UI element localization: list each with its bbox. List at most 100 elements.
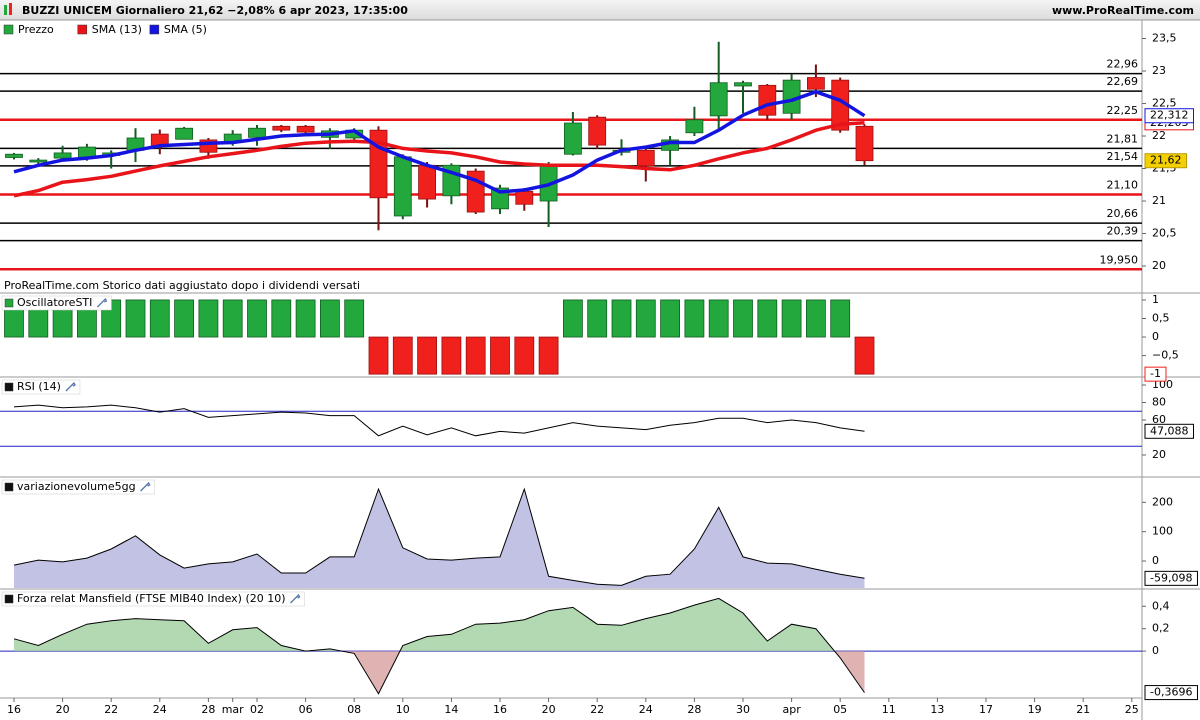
last-value-box <box>1144 423 1194 439</box>
x-tick-label: 21 <box>1076 703 1090 716</box>
bar <box>635 299 656 338</box>
sma-line <box>13 90 866 194</box>
area-fill <box>14 598 835 652</box>
y-tick-label: 200 <box>1152 495 1173 508</box>
panel-title: RSI (14) <box>17 380 61 393</box>
y-tick-label: 0 <box>1152 554 1159 567</box>
bar <box>757 299 778 338</box>
x-tick-label: 13 <box>930 703 944 716</box>
level-label: 21,81 <box>1107 132 1139 145</box>
bar <box>684 299 705 338</box>
last-value-box <box>1144 366 1167 382</box>
y-tick-label: 0,4 <box>1152 599 1170 612</box>
x-tick-label: 20 <box>542 703 556 716</box>
candle-body <box>393 156 412 217</box>
x-tick-label: 11 <box>882 703 896 716</box>
y-tick-label: 0 <box>1152 644 1159 657</box>
bar <box>295 299 316 338</box>
bar <box>392 336 413 375</box>
bar <box>563 299 583 338</box>
x-tick-label: 22 <box>104 703 118 716</box>
panel-title-bg <box>1 591 305 607</box>
bar <box>125 299 146 338</box>
bar <box>733 299 753 338</box>
panel-icon <box>4 482 14 492</box>
last-value-label: 47,088 <box>1150 424 1189 437</box>
last-value-label: -1 <box>1150 367 1161 380</box>
level-label: 21,10 <box>1107 179 1139 192</box>
candle-body <box>53 152 72 159</box>
note: ProRealTime.com Storico dati aggiustato … <box>4 279 360 292</box>
panel-title-bg <box>1 479 155 495</box>
x-tick-label: 20 <box>56 703 70 716</box>
x-tick-label: apr <box>782 703 801 716</box>
x-tick-label: 06 <box>299 703 313 716</box>
bar <box>854 336 875 375</box>
bar <box>222 299 243 338</box>
level-label: 19,950 <box>1100 253 1139 266</box>
area-line <box>13 597 865 695</box>
bar <box>319 299 340 338</box>
bar <box>247 299 267 338</box>
bar <box>611 299 632 338</box>
y-tick-label: 20 <box>1152 259 1166 272</box>
y-tick-label: 20 <box>1152 448 1166 461</box>
panel <box>13 487 865 588</box>
x-tick-label: 25 <box>1125 703 1139 716</box>
y-tick-label: 22,5 <box>1152 97 1177 110</box>
area-line <box>13 487 865 586</box>
candle-body <box>248 127 266 138</box>
last-value-label: 22,312 <box>1150 109 1189 122</box>
x-tick-label: 24 <box>153 703 167 716</box>
legend-swatch <box>149 24 160 35</box>
x-tick-label: 16 <box>493 703 507 716</box>
bar <box>271 299 292 338</box>
candle-body <box>564 122 582 155</box>
y-tick-label: 0,2 <box>1152 622 1170 635</box>
y-tick-label: 0 <box>1152 330 1159 343</box>
panel <box>4 299 875 375</box>
legend-label: Prezzo <box>18 23 54 36</box>
panel-icon <box>4 382 14 392</box>
bar <box>417 336 438 375</box>
y-tick-label: 100 <box>1152 525 1173 538</box>
bar <box>587 299 608 338</box>
x-tick-label: 28 <box>687 703 701 716</box>
wrench-icon <box>96 297 108 308</box>
candle-body <box>272 125 291 131</box>
candle-body <box>758 84 777 116</box>
bar <box>344 299 365 338</box>
panel-title-bg <box>1 295 112 311</box>
level-label: 21,54 <box>1107 150 1139 163</box>
legend-label: SMA (5) <box>164 23 207 36</box>
header-title: BUZZI UNICEM Giornaliero 21,62 −2,08% 6 … <box>22 4 408 17</box>
bar <box>514 336 535 375</box>
x-tick-label: 19 <box>1028 703 1042 716</box>
x-tick-label: 30 <box>736 703 750 716</box>
x-tick-label: 22 <box>590 703 604 716</box>
bar <box>660 299 680 338</box>
bar <box>806 299 826 338</box>
last-value-box <box>1144 685 1198 701</box>
candle-body <box>29 159 48 163</box>
icon <box>9 3 12 15</box>
legend-label: SMA (13) <box>92 23 142 36</box>
bar <box>830 299 851 338</box>
level-label: 22,69 <box>1107 75 1139 88</box>
bar <box>708 299 729 338</box>
wrench-icon <box>140 481 151 492</box>
panel <box>0 404 1142 447</box>
bar <box>441 336 462 375</box>
panel-title: OscillatoreSTI <box>17 296 92 309</box>
panel-icon <box>4 594 14 604</box>
y-tick-label: 60 <box>1152 413 1166 426</box>
y-tick-label: 22 <box>1152 129 1166 142</box>
bar <box>198 299 219 338</box>
area-fill <box>14 489 865 588</box>
bar <box>174 299 195 338</box>
level-label: 22,25 <box>1107 104 1139 117</box>
candle-body <box>709 82 728 117</box>
sma-line <box>13 121 865 198</box>
panel-title: variazionevolume5gg <box>17 480 136 493</box>
x-tick-label: 05 <box>833 703 847 716</box>
